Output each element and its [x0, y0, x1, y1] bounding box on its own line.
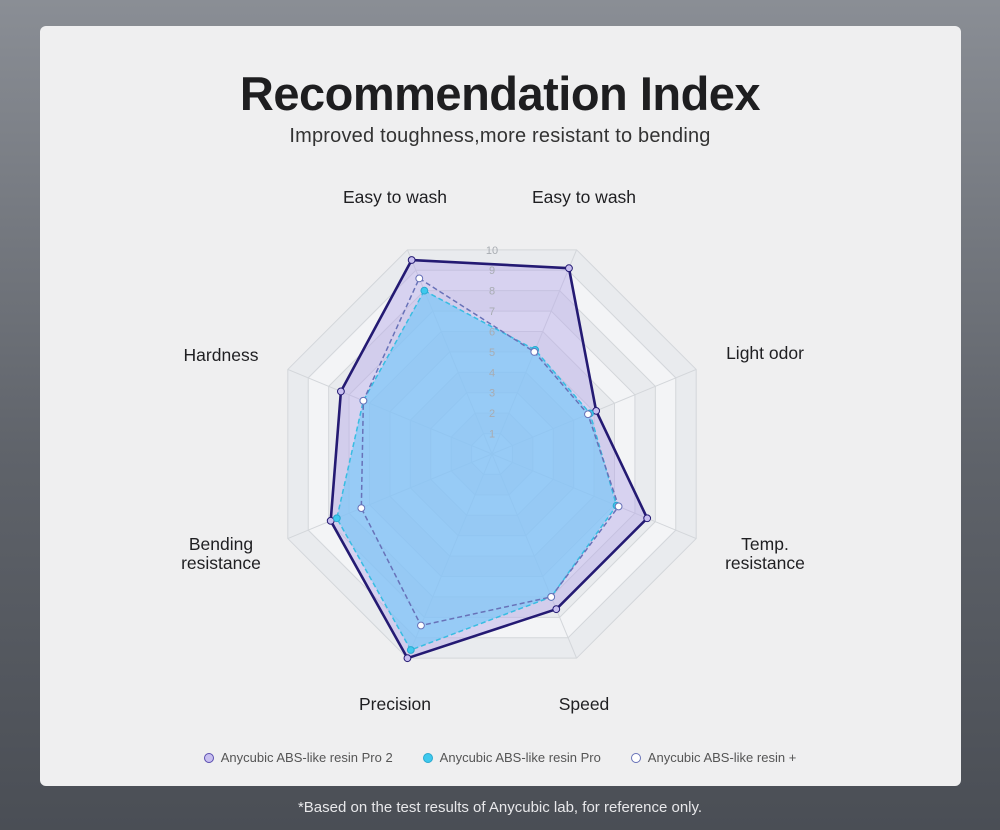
legend-item-plus: Anycubic ABS-like resin + [630, 750, 797, 765]
legend-label-pro2: Anycubic ABS-like resin Pro 2 [220, 750, 393, 765]
axis-label-8: Easy to wash [343, 187, 447, 207]
legend-marker-pro [422, 752, 433, 763]
series-1-point-5 [552, 605, 561, 614]
series-1-point-6 [403, 654, 412, 663]
axis-label-6: Bending resistance [181, 534, 261, 573]
series-2-point-1 [420, 286, 429, 295]
axis-label-3: Temp. resistance [725, 534, 805, 573]
series-3-point-7 [357, 504, 366, 513]
series-3-point-2 [530, 348, 539, 356]
series-3-point-4 [614, 502, 623, 511]
legend-label-plus: Anycubic ABS-like resin + [647, 750, 797, 765]
tick-label-2: 2 [489, 408, 495, 420]
legend-marker-pro2 [203, 752, 214, 763]
legend-label-pro: Anycubic ABS-like resin Pro [439, 750, 601, 765]
legend-item-pro2: Anycubic ABS-like resin Pro 2 [203, 750, 393, 765]
series-1-point-4 [643, 514, 652, 523]
chart-legend: Anycubic ABS-like resin Pro 2 Anycubic A… [0, 750, 1000, 765]
series-3-point-5 [547, 593, 556, 601]
axis-label-5: Precision [359, 694, 431, 714]
chart-subtitle: Improved toughness,more resistant to ben… [289, 125, 711, 147]
series-1-point-8 [337, 387, 345, 396]
series-1-point-1 [407, 256, 416, 264]
axis-label-2: Light odor [726, 343, 804, 363]
tick-label-4: 4 [489, 367, 495, 379]
series-3-point-6 [417, 621, 425, 630]
axis-label-1: Easy to wash [532, 187, 636, 207]
series-3-point-1 [415, 274, 424, 283]
series-3-point-3 [584, 410, 592, 419]
series-2-point-6 [406, 646, 415, 654]
tick-label-1: 1 [489, 429, 495, 441]
tick-label-7: 7 [489, 306, 495, 318]
series-3-point-8 [359, 396, 368, 405]
legend-item-pro: Anycubic ABS-like resin Pro [422, 750, 601, 765]
axis-label-7: Hardness [184, 345, 259, 365]
series-2-point-7 [332, 514, 341, 523]
chart-title: Recommendation Index [239, 67, 761, 120]
axis-label-4: Speed [559, 694, 610, 714]
tick-label-9: 9 [489, 265, 495, 277]
tick-label-6: 6 [489, 326, 495, 338]
series-1-point-2 [565, 264, 573, 273]
legend-marker-plus [630, 752, 641, 763]
tick-label-5: 5 [489, 347, 495, 359]
tick-label-3: 3 [489, 388, 495, 400]
footnote: *Based on the test results of Anycubic l… [297, 799, 703, 816]
tick-label-10: 10 [486, 245, 498, 257]
tick-label-8: 8 [489, 286, 495, 298]
